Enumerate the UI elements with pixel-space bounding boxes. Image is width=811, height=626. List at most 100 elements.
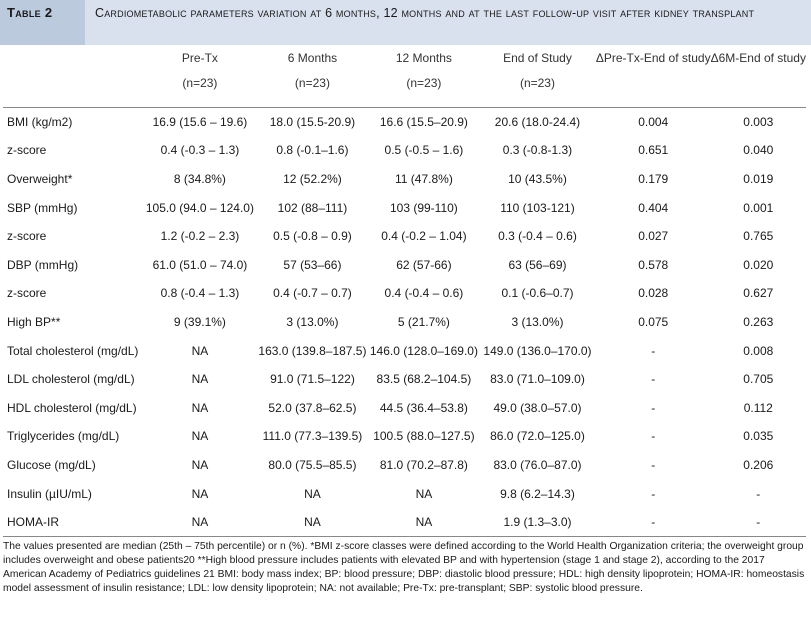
table-cell: 0.027: [638, 229, 669, 244]
table-cell: 91.0 (71.5–122): [270, 372, 355, 387]
table-cell: 12 (52.2%): [283, 171, 342, 186]
table-footnote: The values presented are median (25th – …: [3, 541, 805, 595]
table-cell: 0.5 (-0.5 – 1.6): [384, 143, 464, 158]
header-sub: (n=23): [182, 76, 218, 91]
table-cell: 52.0 (37.8–62.5): [268, 400, 357, 415]
table-cell: 0.765: [743, 229, 774, 244]
table-cell: 0.8 (-0.4 – 1.3): [160, 286, 240, 301]
header-parameter: [3, 45, 144, 107]
data-table: Pre-Tx (n=23) 6 Months (n=23) 12 Months (n=…: [3, 45, 806, 537]
table-cell: 149.0 (136.0–170.0): [483, 343, 592, 358]
table-row: z-score 0.4 (-0.3 – 1.3) 0.8 (-0.1–1.6) 0.5…: [3, 136, 806, 165]
table-cell: 0.040: [743, 143, 774, 158]
row-parameter: SBP (mmHg): [7, 200, 78, 215]
header-label: Δ6M-End of study: [710, 51, 806, 65]
table-cell: 0.4 (-0.3 – 1.3): [160, 143, 240, 158]
table-cell: 0.5 (-0.8 – 0.9): [273, 229, 352, 244]
table-cell: 0.179: [638, 171, 669, 186]
header-label: ΔPre-Tx-End of study: [595, 51, 711, 65]
table-row: Overweight* 8 (34.8%) 12 (52.2%) 11 (47.8%)…: [3, 165, 806, 194]
table-number: Table 2: [0, 0, 85, 45]
table-cell: 20.6 (18.0-24.4): [494, 114, 581, 129]
table-cell: 16.9 (15.6 – 19.6): [152, 114, 248, 129]
table-cell: NA: [191, 400, 209, 415]
header-row: Pre-Tx (n=23) 6 Months (n=23) 12 Months (n=…: [3, 45, 806, 107]
row-parameter: z-score: [7, 229, 47, 244]
header-pre-tx: Pre-Tx (n=23): [144, 45, 257, 107]
table-cell: -: [651, 457, 656, 472]
row-parameter: Triglycerides (mg/dL): [7, 429, 120, 444]
table-cell: -: [651, 515, 656, 530]
table-cell: 0.001: [743, 200, 774, 215]
table-row: DBP (mmHg) 61.0 (51.0 – 74.0) 57 (53–66) 62…: [3, 250, 806, 279]
table-cell: 0.112: [743, 400, 773, 415]
table-cell: 0.004: [638, 114, 669, 129]
header-sub: (n=23): [406, 76, 442, 91]
header-label: 12 Months: [395, 51, 452, 65]
header-end-of-study: End of Study (n=23): [479, 45, 596, 107]
row-parameter: z-score: [7, 143, 47, 158]
table-cell: 16.6 (15.5–20.9): [379, 114, 468, 129]
table-cell: NA: [304, 486, 321, 501]
table-row: z-score 1.2 (-0.2 – 2.3) 0.5 (-0.8 – 0.9) 0…: [3, 222, 806, 251]
row-parameter: LDL cholesterol (mg/dL): [7, 372, 135, 387]
table-row: Triglycerides (mg/dL) NA 111.0 (77.3–139.5…: [3, 422, 806, 451]
table-figure: Table 2 Cardiometabolic parameters varia…: [0, 0, 811, 595]
table-cell: 1.9 (1.3–3.0): [503, 515, 572, 530]
row-parameter: Total cholesterol (mg/dL): [7, 343, 139, 358]
table-cell: -: [651, 372, 656, 387]
header-label: End of Study: [503, 51, 572, 65]
table-cell: 0.3 (-0.4 – 0.6): [498, 229, 577, 244]
table-cell: 18.0 (15.5-20.9): [269, 114, 356, 129]
table-cell: 0.4 (-0.4 – 0.6): [384, 286, 464, 301]
table-cell: 63 (56–69): [508, 257, 567, 272]
table-cell: 0.578: [638, 257, 669, 272]
table-caption: Cardiometabolic parameters variation at …: [95, 6, 755, 20]
row-parameter: HDL cholesterol (mg/dL): [7, 400, 137, 415]
table-cell: 111.0 (77.3–139.5): [262, 429, 363, 444]
table-cell: -: [651, 486, 656, 501]
table-cell: 5 (21.7%): [397, 314, 450, 329]
table-cell: 62 (57-66): [396, 257, 452, 272]
table-cell: NA: [191, 429, 209, 444]
table-cell: 10 (43.5%): [508, 171, 567, 186]
table-cell: -: [756, 515, 761, 530]
table-cell: 8 (34.8%): [173, 171, 226, 186]
table-row: High BP** 9 (39.1%) 3 (13.0%) 5 (21.7%) 3 (1…: [3, 308, 806, 337]
header-label: 6 Months: [287, 51, 338, 65]
header-sub: (n=23): [519, 76, 555, 91]
table-row: LDL cholesterol (mg/dL) NA 91.0 (71.5–122)…: [3, 365, 806, 394]
table-cell: 103 (99-110): [389, 200, 458, 215]
table-cell: -: [756, 486, 761, 501]
table-cell: NA: [191, 515, 209, 530]
table-cell: 3 (13.0%): [511, 314, 564, 329]
header-sub: (n=23): [294, 76, 330, 91]
table-cell: 80.0 (75.5–85.5): [268, 457, 357, 472]
row-parameter: DBP (mmHg): [7, 257, 79, 272]
table-cell: NA: [415, 486, 433, 501]
row-parameter: BMI (kg/m2): [7, 114, 73, 129]
table-cell: 0.020: [743, 257, 774, 272]
table-cell: 81.0 (70.2–87.8): [379, 457, 468, 472]
table-cell: 0.003: [743, 114, 774, 129]
table-body: BMI (kg/m2) 16.9 (15.6 – 19.6) 18.0 (15.5-…: [3, 107, 806, 537]
table-cell: 1.2 (-0.2 – 2.3): [160, 229, 240, 244]
table-cell: 102 (88–111): [277, 200, 348, 215]
table-cell: 9 (39.1%): [173, 314, 226, 329]
table-row: HDL cholesterol (mg/dL) NA 52.0 (37.8–62.5…: [3, 393, 806, 422]
table-cell: 9.8 (6.2–14.3): [500, 486, 575, 501]
table-cell: 11 (47.8%): [395, 171, 453, 186]
table-cell: 83.0 (76.0–87.0): [493, 457, 582, 472]
row-parameter: High BP**: [7, 314, 61, 329]
table-row: Insulin (µIU/mL) NA NA NA 9.8 (6.2–14.3) - -: [3, 479, 806, 508]
table-title-bar: Table 2 Cardiometabolic parameters varia…: [0, 0, 811, 45]
table-cell: 100.5 (88.0–127.5): [373, 429, 475, 444]
table-row: Glucose (mg/dL) NA 80.0 (75.5–85.5) 81.0 (7…: [3, 451, 806, 480]
table-cell: 110 (103-121): [500, 200, 575, 215]
table-cell: 61.0 (51.0 – 74.0): [152, 257, 248, 272]
table-cell: 83.5 (68.2–104.5): [376, 372, 472, 387]
row-parameter: HOMA-IR: [7, 515, 59, 530]
table-cell: NA: [191, 486, 209, 501]
table-cell: 0.651: [638, 143, 669, 158]
table-cell: -: [651, 400, 656, 415]
